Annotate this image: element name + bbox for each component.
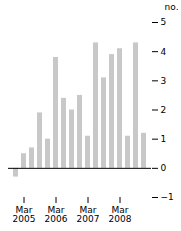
svg-text:Mar2008: Mar2008 (109, 205, 132, 224)
svg-text:4: 4 (161, 47, 167, 57)
svg-text:5: 5 (161, 17, 167, 27)
svg-text:0: 0 (161, 163, 167, 173)
svg-text:2: 2 (161, 105, 167, 115)
svg-text:3: 3 (161, 76, 167, 86)
svg-text:1: 1 (161, 134, 167, 144)
svg-text:−1: −1 (161, 192, 174, 202)
svg-text:no.: no. (165, 2, 179, 12)
svg-text:Mar2005: Mar2005 (13, 205, 36, 224)
svg-text:Mar2007: Mar2007 (77, 205, 100, 224)
svg-text:Mar2006: Mar2006 (45, 205, 68, 224)
